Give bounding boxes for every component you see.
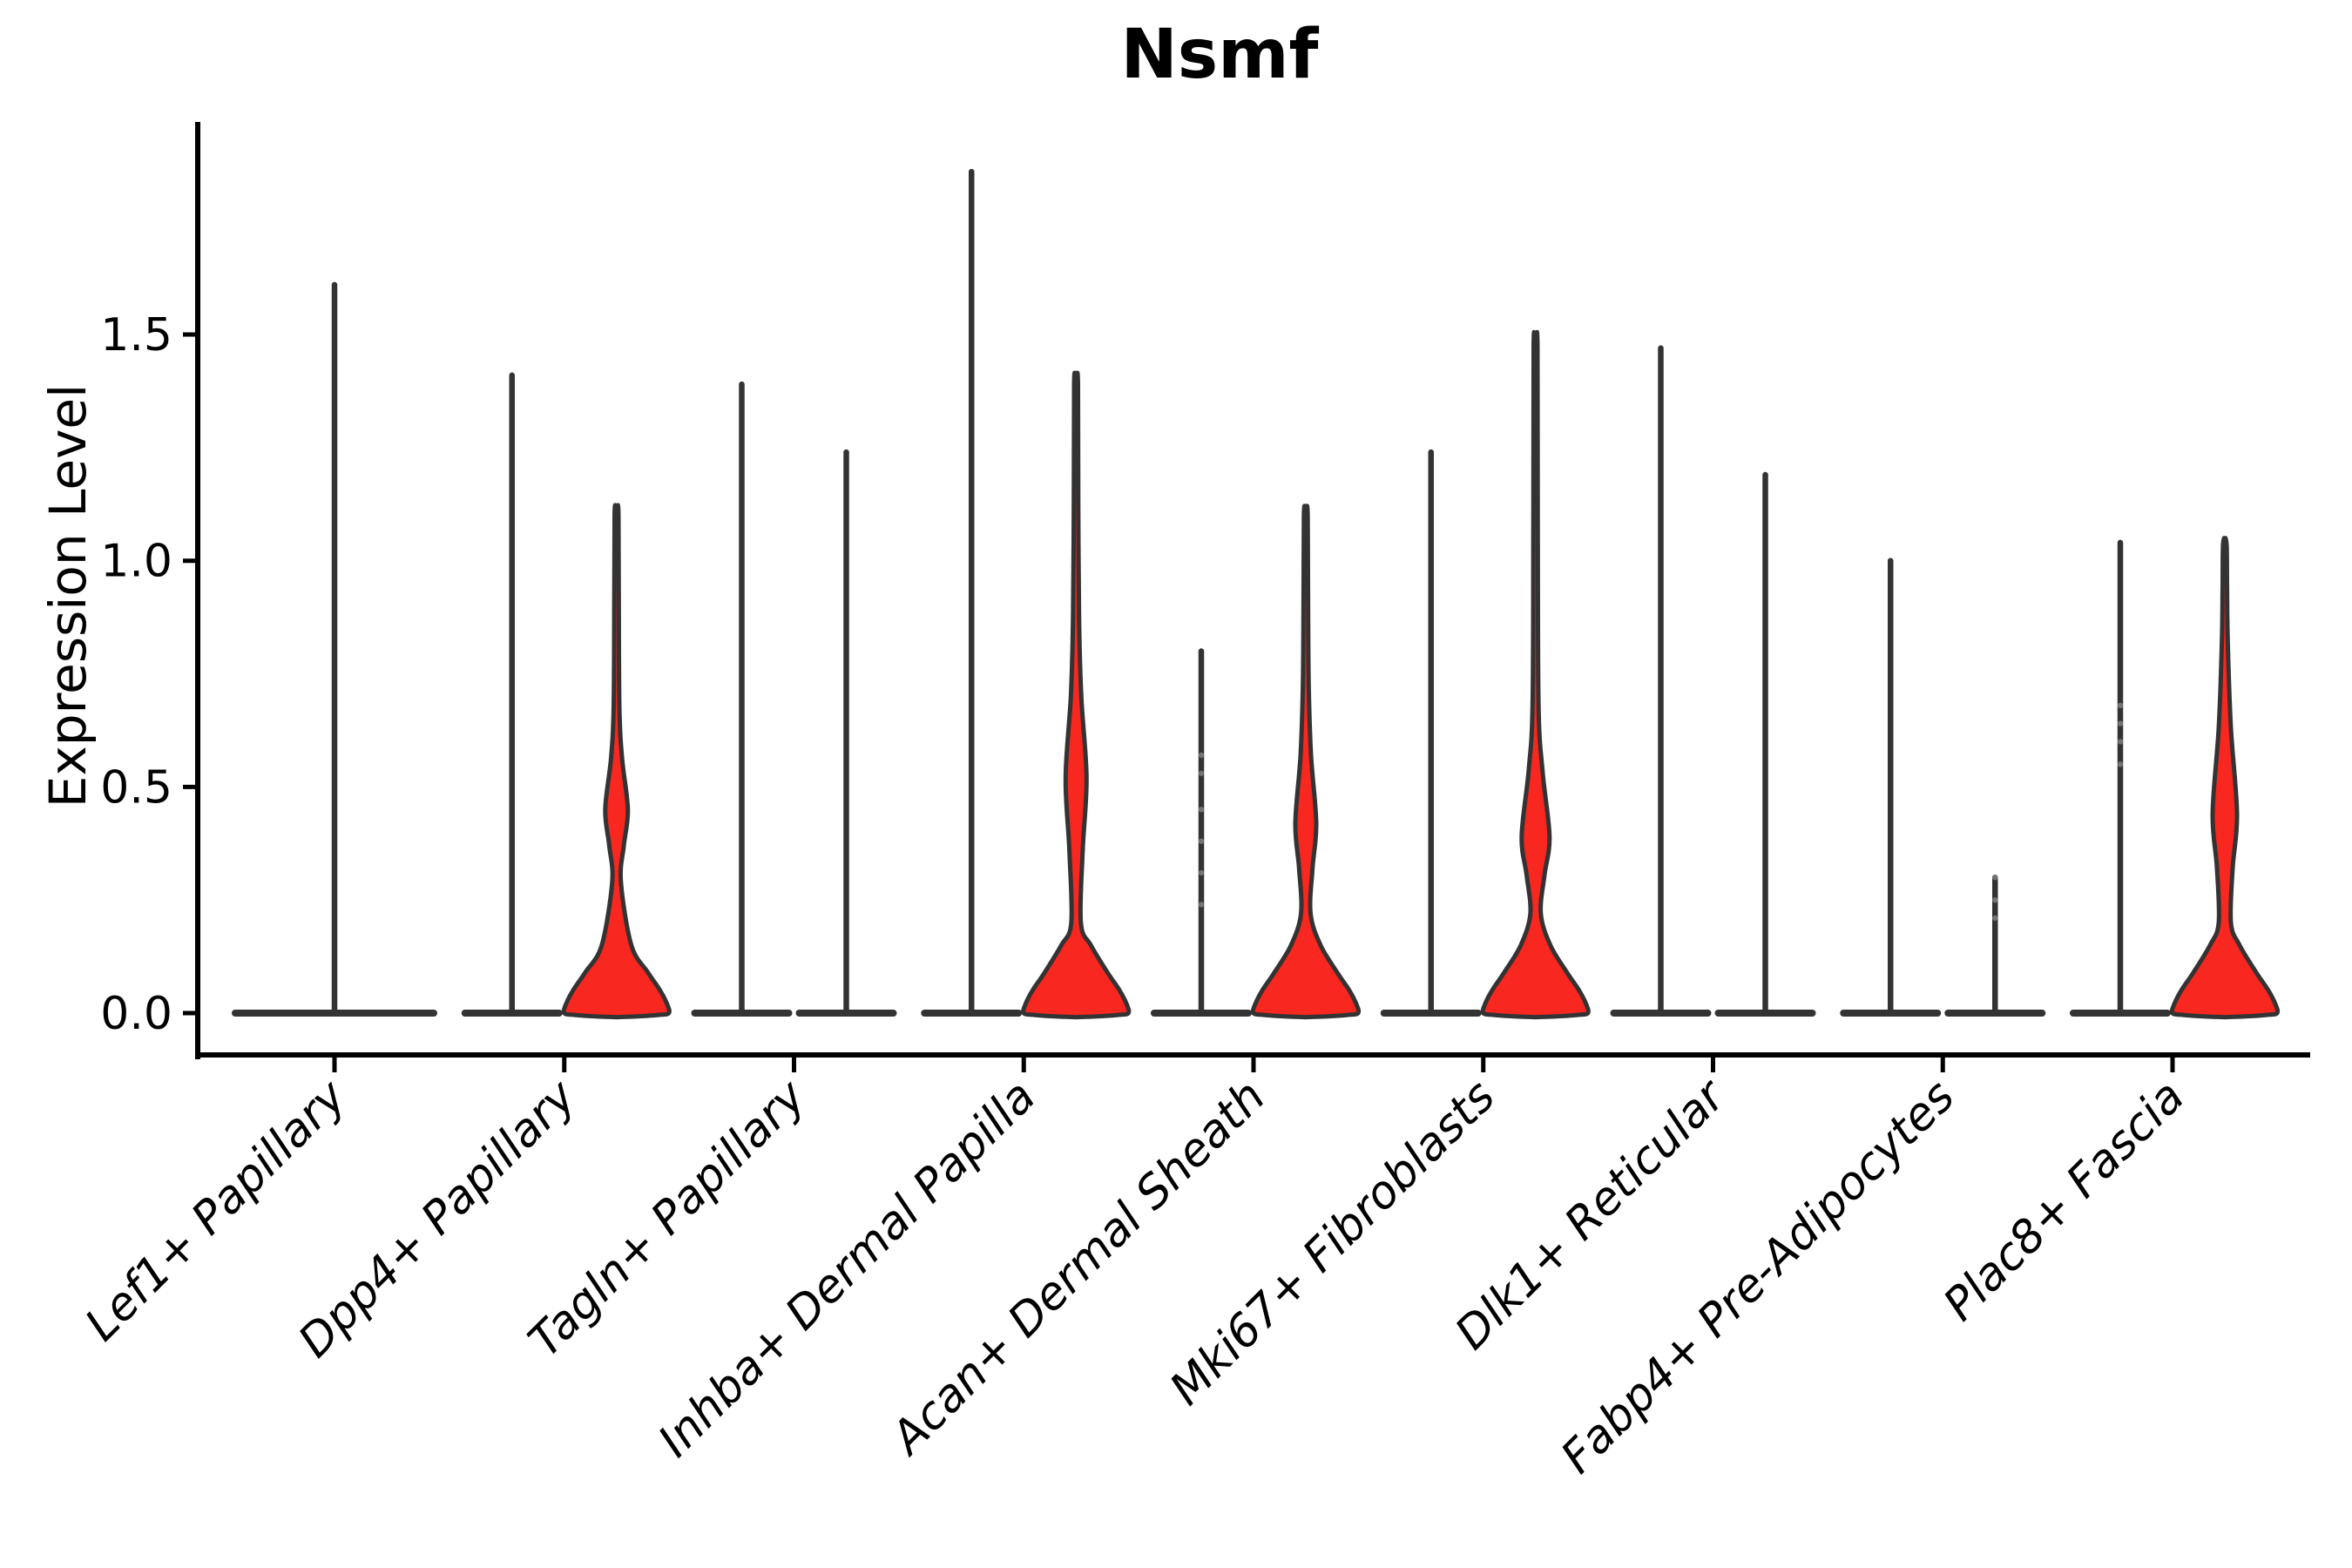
x-tick-label: Inhba+ Dermal Papilla xyxy=(649,1071,1046,1468)
data-point-dot xyxy=(1992,875,1998,881)
y-tick-label: 1.5 xyxy=(100,309,172,362)
data-point-dot xyxy=(2117,702,2124,709)
x-tick-label: Acan+ Dermal Sheath xyxy=(880,1071,1275,1466)
data-point-dot xyxy=(1198,902,1205,908)
data-point-dot xyxy=(1198,838,1205,844)
data-point-dot xyxy=(1198,869,1205,876)
chart-title: Nsmf xyxy=(1120,16,1319,94)
violin-density xyxy=(1021,370,1132,1020)
y-tick-label: 0.5 xyxy=(100,761,172,814)
x-tick-label: Fabp4+ Pre-Adipocytes xyxy=(1551,1071,1965,1484)
data-point-dot xyxy=(1992,915,1998,922)
data-point-dot xyxy=(2117,761,2124,767)
violin-density xyxy=(561,503,672,1020)
y-tick-label: 1.0 xyxy=(100,536,172,588)
data-point-dot xyxy=(1992,896,1998,903)
data-point-dot xyxy=(1198,752,1205,759)
y-tick-label: 0.0 xyxy=(100,988,172,1040)
data-point-dot xyxy=(2117,720,2124,727)
violin-density xyxy=(1480,329,1591,1020)
data-point-dot xyxy=(2117,739,2124,745)
x-tick-label: Plac8+ Fascia xyxy=(1934,1071,2194,1331)
data-point-dot xyxy=(1198,807,1205,813)
violin-density xyxy=(2169,536,2281,1020)
data-point-dot xyxy=(1198,770,1205,776)
violin-density xyxy=(1250,504,1362,1020)
